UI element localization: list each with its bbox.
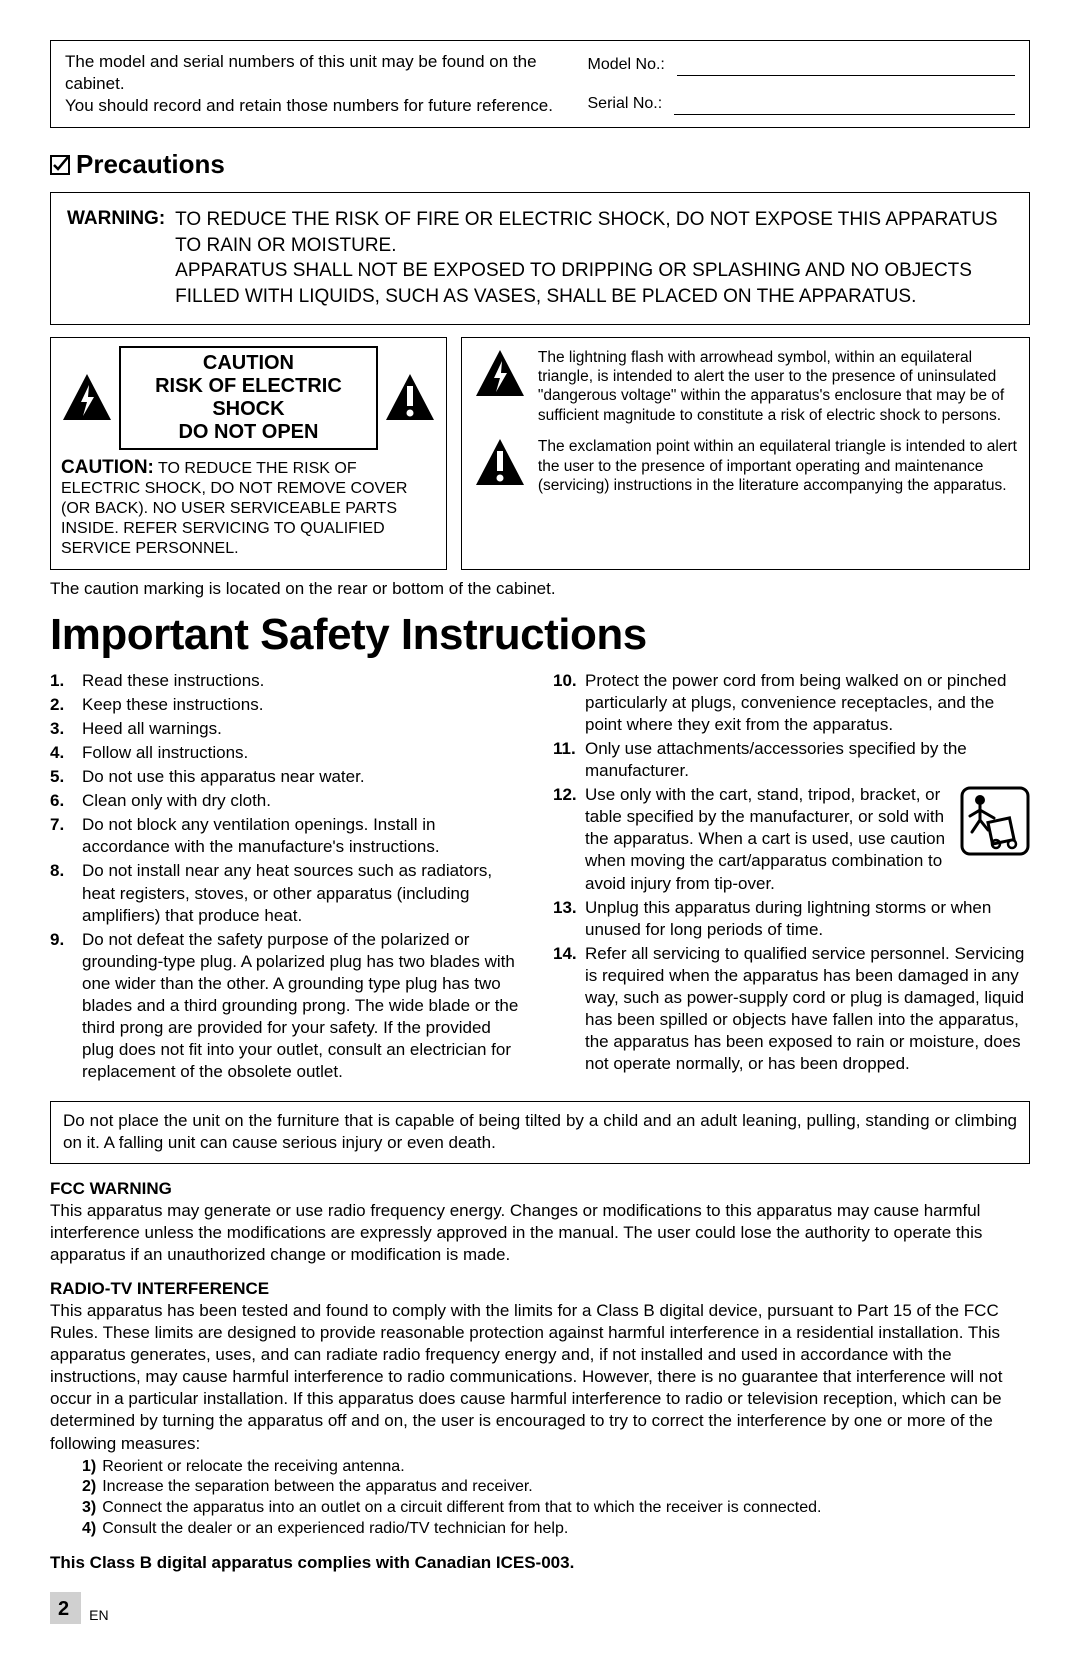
caution-symbol-row: CAUTION RISK OF ELECTRIC SHOCK DO NOT OP… xyxy=(50,337,1030,571)
canada-compliance: This Class B digital apparatus complies … xyxy=(50,1552,1030,1574)
safety-item: 8.Do not install near any heat sources s… xyxy=(50,860,527,926)
radio-step: 3)Connect the apparatus into an outlet o… xyxy=(50,1498,1030,1519)
radio-steps-list: 1)Reorient or relocate the receiving ant… xyxy=(50,1457,1030,1540)
caution-banner-center: CAUTION RISK OF ELECTRIC SHOCK DO NOT OP… xyxy=(119,346,378,450)
safety-instructions-columns: 1.Read these instructions.2.Keep these i… xyxy=(50,670,1030,1086)
safety-item: 4.Follow all instructions. xyxy=(50,742,527,764)
radio-step: 1)Reorient or relocate the receiving ant… xyxy=(50,1457,1030,1478)
safety-item: 3.Heed all warnings. xyxy=(50,718,527,740)
precautions-title: Precautions xyxy=(76,148,225,182)
safety-item: 6.Clean only with dry cloth. xyxy=(50,790,527,812)
checkbox-icon xyxy=(50,155,70,175)
radio-block: RADIO-TV INTERFERENCE This apparatus has… xyxy=(50,1278,1030,1540)
caution-line-1: CAUTION xyxy=(127,352,370,375)
warning-text-1: TO REDUCE THE RISK OF FIRE OR ELECTRIC S… xyxy=(175,207,1013,258)
page-footer: 2 EN xyxy=(50,1592,1030,1624)
safety-item: 11.Only use attachments/accessories spec… xyxy=(553,738,1030,782)
lightning-triangle-icon xyxy=(474,348,526,400)
warning-text-2: APPARATUS SHALL NOT BE EXPOSED TO DRIPPI… xyxy=(175,258,1013,309)
safety-item: 14.Refer all servicing to qualified serv… xyxy=(553,943,1030,1076)
safety-title: Important Safety Instructions xyxy=(50,606,1030,663)
warning-label: WARNING: xyxy=(67,207,165,310)
safety-list-right: 10.Protect the power cord from being wal… xyxy=(553,670,1030,1076)
radio-step: 4)Consult the dealer or an experienced r… xyxy=(50,1519,1030,1540)
safety-item: 12.Use only with the cart, stand, tripod… xyxy=(553,784,1030,894)
warning-text: TO REDUCE THE RISK OF FIRE OR ELECTRIC S… xyxy=(175,207,1013,310)
caution-left-box: CAUTION RISK OF ELECTRIC SHOCK DO NOT OP… xyxy=(50,337,447,571)
safety-item: 5.Do not use this apparatus near water. xyxy=(50,766,527,788)
serial-note-2: You should record and retain those numbe… xyxy=(65,95,588,117)
safety-item: 13.Unplug this apparatus during lightnin… xyxy=(553,897,1030,941)
symbol-descriptions-box: The lightning flash with arrowhead symbo… xyxy=(461,337,1030,571)
radio-body: This apparatus has been tested and found… xyxy=(50,1300,1030,1455)
exclamation-description: The exclamation point within an equilate… xyxy=(538,437,1017,495)
cart-tip-icon xyxy=(960,786,1030,856)
fcc-head: FCC WARNING xyxy=(50,1178,1030,1200)
safety-item: 7.Do not block any ventilation openings.… xyxy=(50,814,527,858)
page-lang: EN xyxy=(89,1606,108,1624)
serial-no-label: Serial No.: xyxy=(588,94,663,115)
model-no-label: Model No.: xyxy=(588,55,665,76)
model-no-line xyxy=(677,62,1015,76)
serial-no-line xyxy=(674,101,1015,115)
exclamation-triangle-icon xyxy=(474,437,526,489)
fcc-body: This apparatus may generate or use radio… xyxy=(50,1200,1030,1266)
safety-list-left: 1.Read these instructions.2.Keep these i… xyxy=(50,670,527,1084)
tilt-warning-box: Do not place the unit on the furniture t… xyxy=(50,1101,1030,1163)
radio-head: RADIO-TV INTERFERENCE xyxy=(50,1278,1030,1300)
caution-bold-label: CAUTION: xyxy=(61,457,154,478)
rear-note: The caution marking is located on the re… xyxy=(50,578,1030,600)
warning-box: WARNING: TO REDUCE THE RISK OF FIRE OR E… xyxy=(50,192,1030,325)
caution-line-3: DO NOT OPEN xyxy=(127,421,370,444)
safety-item: 2.Keep these instructions. xyxy=(50,694,527,716)
exclamation-triangle-icon xyxy=(384,372,436,424)
page-number: 2 xyxy=(50,1592,81,1624)
fcc-block: FCC WARNING This apparatus may generate … xyxy=(50,1178,1030,1266)
lightning-triangle-icon xyxy=(61,372,113,424)
lightning-description: The lightning flash with arrowhead symbo… xyxy=(538,348,1017,426)
caution-text: CAUTION: TO REDUCE THE RISK OF ELECTRIC … xyxy=(61,456,436,560)
caution-line-2: RISK OF ELECTRIC SHOCK xyxy=(127,375,370,421)
safety-item: 10.Protect the power cord from being wal… xyxy=(553,670,1030,736)
serial-number-box: The model and serial numbers of this uni… xyxy=(50,40,1030,128)
safety-item: 1.Read these instructions. xyxy=(50,670,527,692)
radio-step: 2)Increase the separation between the ap… xyxy=(50,1477,1030,1498)
precautions-header: Precautions xyxy=(50,148,1030,182)
serial-note-1: The model and serial numbers of this uni… xyxy=(65,51,588,95)
safety-item: 9.Do not defeat the safety purpose of th… xyxy=(50,929,527,1084)
